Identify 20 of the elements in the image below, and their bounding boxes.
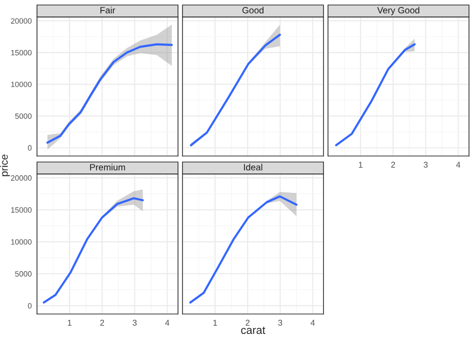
x-tick-label: 2	[246, 320, 250, 326]
x-tick-label: 1	[68, 320, 72, 326]
chart-title: Good	[242, 6, 264, 14]
x-tick-label: 4	[456, 162, 460, 168]
x-tick-label: 1	[213, 320, 217, 326]
x-tick-label: 2	[100, 320, 104, 326]
chart-title: Premium	[90, 164, 125, 170]
x-axis-title: carat	[241, 326, 266, 334]
line-series	[46, 43, 173, 144]
x-tick-label: 4	[165, 320, 170, 326]
chart-title: Fair	[100, 6, 116, 14]
chart-title: Very Good	[377, 6, 420, 16]
x-tick-label: 3	[278, 320, 282, 326]
x-tick-label: 1	[358, 162, 362, 168]
x-tick-label: 3	[132, 320, 137, 326]
x-tick-label: 3	[424, 162, 428, 168]
x-tick-label: 2	[391, 162, 396, 168]
x-tick-label: 4	[310, 320, 315, 326]
chart-title: Ideal	[244, 164, 262, 170]
y-axis-title: price	[0, 154, 10, 176]
